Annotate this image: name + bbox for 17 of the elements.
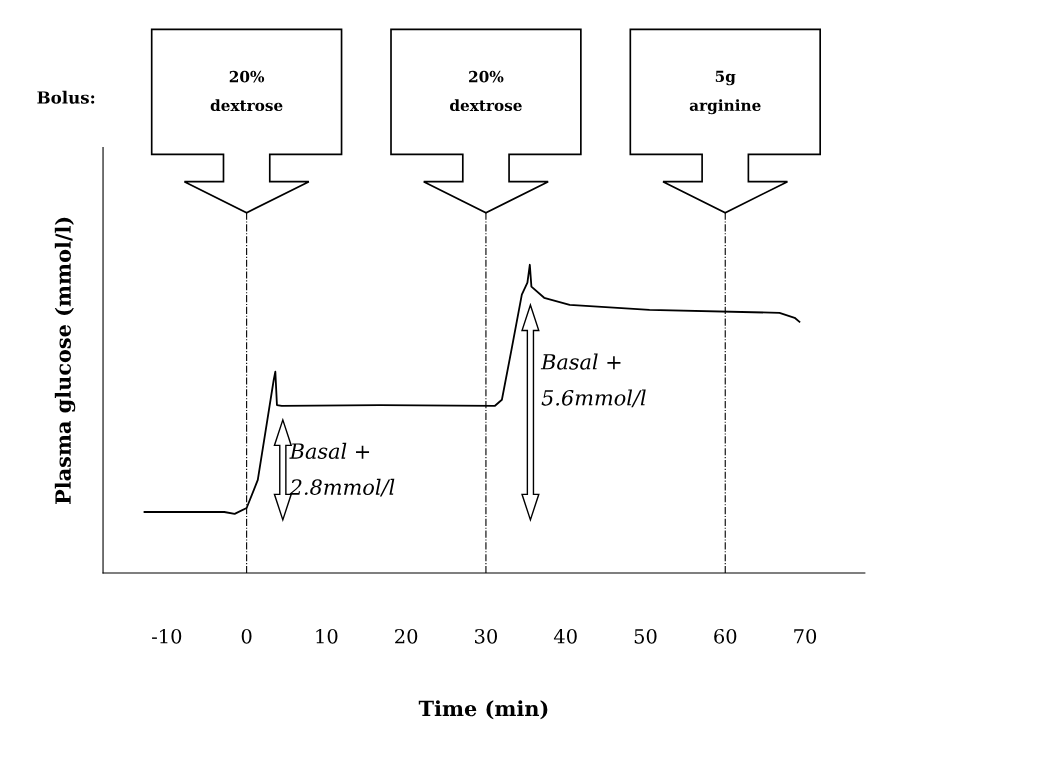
x-tick-label: 0 [241, 628, 252, 644]
text: 20% dextrose [210, 70, 283, 112]
annotation: Basal + 5.6mmol/l [540, 353, 646, 408]
x-tick-label: 40 [553, 628, 577, 644]
x-tick-label: 50 [634, 628, 657, 644]
y-axis-title: Plasma glucose (mmol/l) [54, 217, 76, 504]
text: 5g arginine [689, 70, 761, 115]
annotation: Basal + 2.8mmol/l [289, 442, 395, 497]
x-tick-label: 10 [316, 628, 338, 644]
x-tick-label: 60 [714, 628, 737, 644]
text: 20% dextrose [450, 70, 522, 112]
x-axis-title: Time (min) [418, 700, 548, 720]
text: Bolus: [37, 90, 95, 104]
x-tick-label: 70 [794, 628, 817, 644]
x-tick-label: -10 [152, 628, 182, 644]
x-tick-label: 20 [395, 628, 418, 644]
x-tick-label: 30 [475, 628, 498, 644]
